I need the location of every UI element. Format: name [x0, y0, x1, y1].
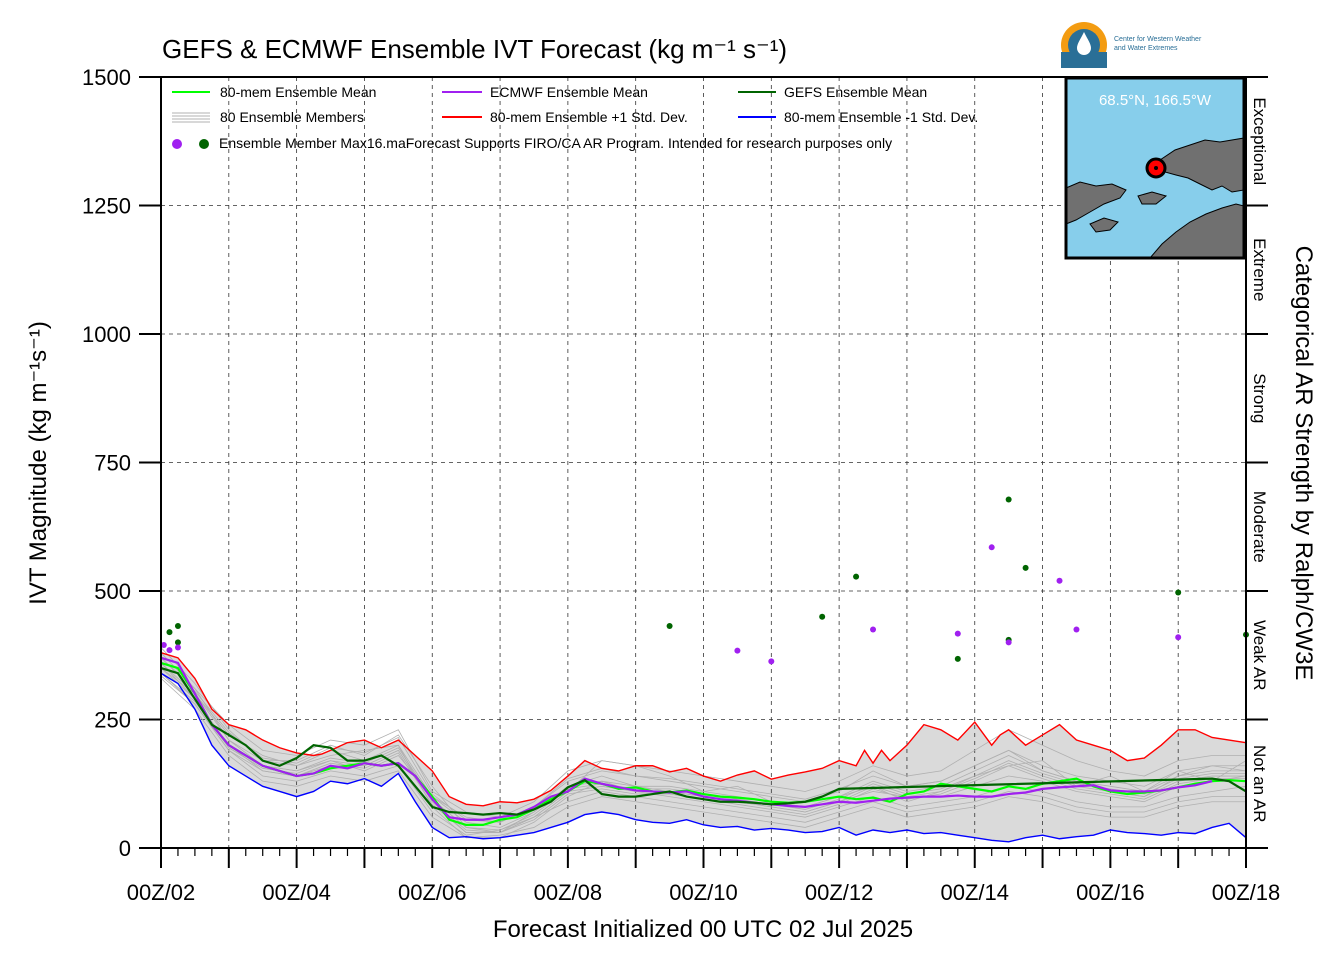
max-marker-ecmwf [870, 626, 877, 633]
max-markers [160, 496, 1249, 665]
max-marker-gefs [1022, 564, 1029, 571]
y-axis: 0 250 500 750 1000 1250 1500 [82, 65, 161, 861]
legend-research-note: 16.maForecast Supports FIRO/CA AR Progra… [367, 135, 892, 151]
y-tick-label: 750 [94, 451, 131, 476]
legend-ecmwf: ECMWF Ensemble Mean [490, 84, 648, 100]
max-marker-gefs [666, 622, 673, 629]
logo-text-line2: and Water Extremes [1114, 45, 1178, 52]
inset-land-north [1159, 137, 1245, 193]
x-tick-label: 00Z/06 [398, 880, 467, 905]
category-label: Strong [1250, 373, 1269, 423]
x-axis-label: Forecast Initialized 00 UTC 02 Jul 2025 [493, 916, 913, 943]
legend-max-markers: Ensemble Member Max [219, 135, 367, 151]
ensemble-member-line [160, 662, 1246, 828]
logo-wave [1061, 52, 1107, 68]
max-marker-ecmwf [160, 641, 167, 648]
max-marker-ecmwf [768, 658, 775, 665]
category-label: Moderate [1250, 491, 1269, 563]
series-line-mean80 [160, 661, 1247, 826]
y-axis-label: IVT Magnitude (kg m⁻¹s⁻¹) [25, 321, 52, 605]
legend-max-note: Ensemble Member Max16.maForecast Support… [219, 135, 892, 151]
x-tick-label: 00Z/14 [941, 880, 1010, 905]
max-marker-gefs [174, 622, 181, 629]
inset-land-west [1065, 181, 1127, 225]
category-label: Extreme [1250, 238, 1269, 301]
legend-members: 80 Ensemble Members [220, 109, 364, 125]
y-tick-label: 0 [119, 836, 131, 861]
y-tick-label: 1000 [82, 322, 131, 347]
x-tick-label: 00Z/08 [534, 880, 603, 905]
x-tick-label: 00Z/12 [805, 880, 874, 905]
legend-swatch-members [172, 112, 210, 123]
max-marker-ecmwf [1073, 626, 1080, 633]
category-label: Exceptional [1250, 97, 1269, 185]
right-axis-label: Categorical AR Strength by Ralph/CW3E [1290, 246, 1317, 681]
chart-title: GEFS & ECMWF Ensemble IVT Forecast (kg m… [162, 34, 787, 64]
legend-gefs: GEFS Ensemble Mean [784, 84, 927, 100]
spread-band [161, 652, 1246, 842]
inset-map: 68.5°N, 166.5°W [1064, 76, 1246, 260]
max-marker-ecmwf [1175, 634, 1182, 641]
category-label: Weak AR [1250, 620, 1269, 691]
inset-island [1089, 217, 1119, 233]
y-tick-label: 500 [94, 579, 131, 604]
max-marker-gefs [853, 573, 860, 580]
max-marker-ecmwf [954, 630, 961, 637]
max-marker-ecmwf [1056, 577, 1063, 584]
max-marker-ecmwf [1005, 639, 1012, 646]
inset-frame [1064, 76, 1246, 260]
x-tick-label: 00Z/04 [262, 880, 331, 905]
series-line-gefs [160, 667, 1247, 816]
cw3e-logo: Center for Western Weather and Water Ext… [1061, 22, 1202, 68]
max-marker-gefs [819, 613, 826, 620]
x-tick-label: 00Z/10 [669, 880, 738, 905]
series-line-plus_sd [160, 652, 1247, 807]
max-marker-gefs [174, 639, 181, 646]
max-marker-ecmwf [988, 544, 995, 551]
x-tick-label: 00Z/02 [127, 880, 196, 905]
max-marker-ecmwf [166, 647, 173, 654]
ensemble-series [160, 652, 1247, 843]
legend-minus-sd: 80-mem Ensemble -1 Std. Dev. [784, 109, 978, 125]
max-marker-gefs [1005, 496, 1012, 503]
y-tick-label: 1500 [82, 65, 131, 90]
inset-land-bay [1137, 191, 1168, 205]
legend-plus-sd: 80-mem Ensemble +1 Std. Dev. [490, 109, 688, 125]
x-tick-label: 00Z/16 [1076, 880, 1145, 905]
y-tick-label: 250 [94, 708, 131, 733]
legend-mean80: 80-mem Ensemble Mean [220, 84, 376, 100]
series-line-ecmwf [160, 656, 1213, 821]
max-marker-gefs [954, 655, 961, 662]
category-axis: Not an AR Weak AR Moderate Strong Extreme Exc… [1246, 76, 1269, 849]
water-drop-icon [1077, 32, 1091, 55]
max-marker-gefs [166, 629, 173, 636]
max-marker-ecmwf [174, 644, 181, 651]
series-line-minus_sd [160, 672, 1247, 843]
max-marker-gefs [1175, 589, 1182, 596]
logo-text-line1: Center for Western Weather [1114, 36, 1202, 43]
y-tick-label: 1250 [82, 194, 131, 219]
x-tick-label: 00Z/18 [1212, 880, 1281, 905]
ensemble-member-line [160, 672, 1246, 836]
x-axis: 00Z/02 00Z/04 00Z/06 00Z/08 00Z/10 00Z/12 00Z/… [127, 848, 1281, 905]
category-label: Not an AR [1250, 745, 1269, 823]
legend-marker-ecmwf [172, 139, 182, 149]
legend: 80-mem Ensemble Mean ECMWF Ensemble Mean… [172, 84, 978, 151]
location-marker-center [1154, 166, 1158, 170]
legend-marker-gefs [199, 139, 209, 149]
max-marker-ecmwf [734, 647, 741, 654]
ensemble-member-line [160, 678, 1246, 839]
ensemble-member-line [160, 657, 1246, 823]
inset-location-label: 68.5°N, 166.5°W [1099, 92, 1212, 109]
